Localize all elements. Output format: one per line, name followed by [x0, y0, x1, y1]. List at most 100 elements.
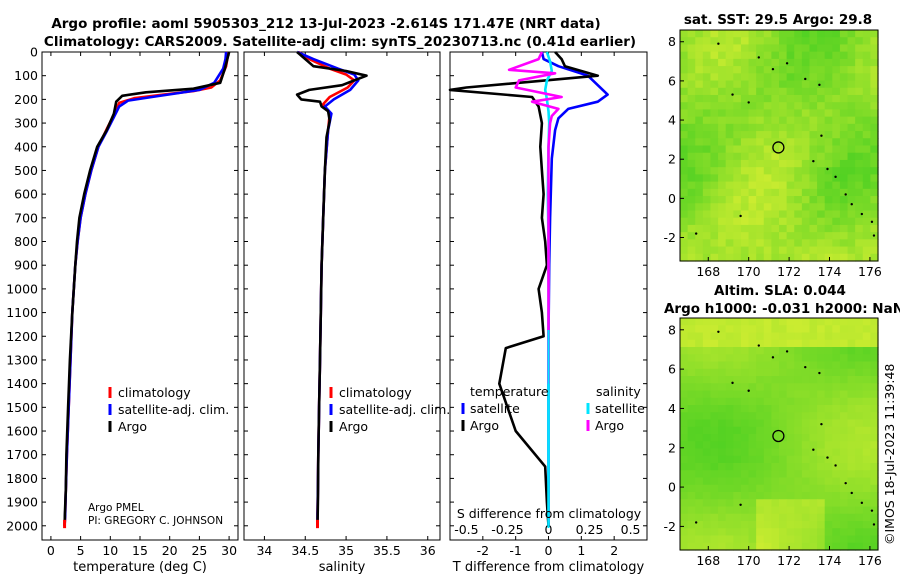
map-cell [794, 376, 803, 384]
map-cell [763, 332, 772, 341]
map-cell [832, 94, 841, 103]
map-cell [771, 434, 780, 442]
map-cell [870, 513, 879, 522]
map-cell [763, 484, 772, 493]
map-cell [779, 217, 788, 226]
map-cell [695, 210, 704, 219]
map-cell [695, 434, 704, 442]
y-tick-label: 1900 [6, 495, 38, 510]
map-cell [763, 470, 772, 479]
map-cell [702, 66, 712, 74]
map-cell [718, 159, 727, 168]
map-cell [756, 196, 765, 204]
map-cell [794, 448, 803, 457]
map-cell [771, 253, 780, 262]
map-cell [680, 318, 689, 326]
map-cell [847, 499, 856, 508]
map-cell [870, 506, 879, 515]
map-cell [771, 383, 780, 392]
map-cell [710, 30, 719, 38]
map-cell [855, 239, 864, 248]
map-cell [786, 332, 795, 341]
map-cell [786, 167, 795, 175]
map-cell [771, 210, 780, 219]
map-cell [801, 470, 811, 479]
map-cell [809, 217, 818, 226]
map-cell [718, 232, 727, 240]
map-cell [817, 210, 826, 219]
map-cell [794, 542, 803, 551]
map-cell [824, 210, 833, 219]
map-cell [855, 94, 864, 103]
map-cell [756, 109, 765, 118]
map-cell [817, 426, 826, 435]
map-cell [687, 412, 696, 421]
map-cell [756, 492, 765, 500]
map-cell [733, 217, 742, 226]
map-cell [748, 325, 757, 334]
map-cell [710, 405, 719, 413]
map-cell [680, 339, 689, 348]
y-tick-label: 300 [14, 116, 38, 131]
map-cell [702, 412, 712, 421]
map-cell [862, 542, 871, 551]
y-tick-label: 2000 [6, 518, 38, 533]
map-cell [855, 152, 864, 161]
map-cell [718, 325, 727, 334]
map-cell [687, 332, 696, 341]
map-cell [748, 210, 757, 219]
map-cell [824, 339, 833, 348]
map-cell [786, 203, 795, 212]
map-cell [786, 224, 795, 233]
map-cell [756, 224, 765, 233]
y-tick-label: 1100 [6, 305, 38, 320]
map-cell [702, 87, 712, 96]
map-cell [786, 145, 795, 154]
map-cell [702, 167, 712, 175]
map-cell [870, 455, 879, 464]
map-cell [809, 521, 818, 529]
map-cell [779, 188, 788, 197]
island-dot [812, 448, 815, 451]
map-cell [710, 325, 719, 334]
map-cell [786, 253, 795, 262]
map-cell [779, 405, 788, 413]
argo-position-marker [772, 429, 785, 443]
map-cell [855, 30, 864, 38]
map-cell [695, 203, 704, 212]
map-cell [702, 30, 712, 38]
map-cell [771, 167, 780, 175]
map-cell [710, 368, 719, 377]
map-cell [756, 44, 765, 53]
map-cell [832, 463, 841, 471]
map-cell [832, 383, 841, 392]
map-cell [756, 203, 765, 212]
y-tick-label: 400 [14, 139, 38, 154]
map-cell [855, 506, 864, 515]
map-cell [839, 542, 849, 551]
map-cell [695, 325, 704, 334]
map-cell [870, 239, 879, 248]
map-cell [786, 58, 795, 67]
map-cell [771, 368, 780, 377]
map-cell [817, 347, 826, 355]
map-cell [680, 44, 689, 53]
map-cell [870, 217, 879, 226]
map-cell [786, 492, 795, 500]
map-cell [801, 368, 811, 377]
map-cell [870, 94, 879, 103]
map-cell [801, 484, 811, 493]
map-cell [725, 513, 734, 522]
map-cell [809, 44, 818, 53]
map-cell [801, 521, 811, 529]
map-cell [680, 513, 689, 522]
map-cell [839, 58, 849, 67]
map-cell [771, 87, 780, 96]
map-cell [809, 116, 818, 125]
map-cell [809, 470, 818, 479]
map-cell [809, 499, 818, 508]
map-cell [794, 332, 803, 341]
map-cell [725, 44, 734, 53]
map-cell [740, 325, 750, 334]
map-cell [801, 513, 811, 522]
